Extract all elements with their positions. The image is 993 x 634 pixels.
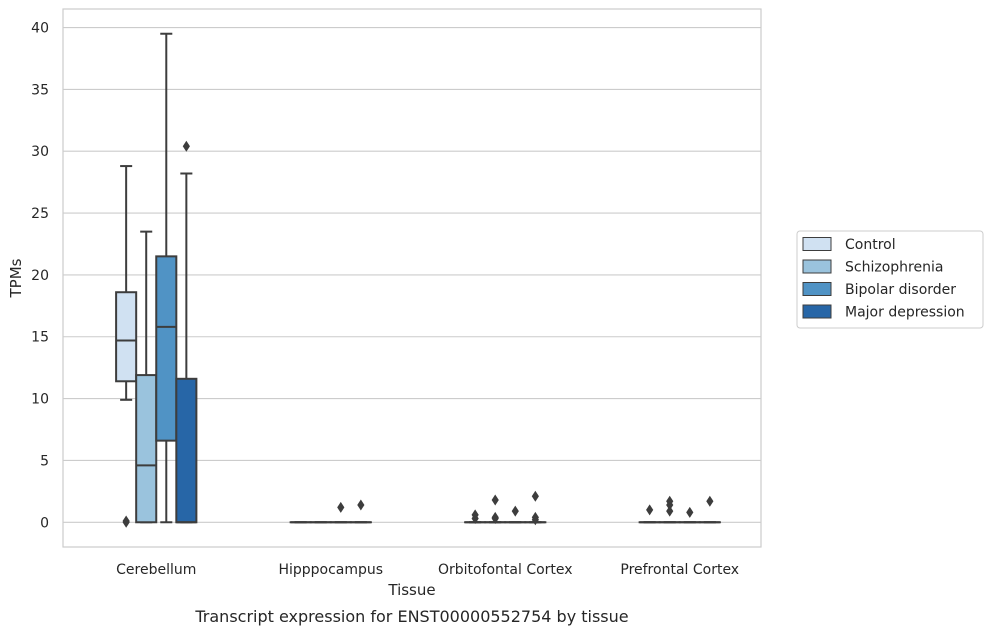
box-body [135,374,158,524]
legend-swatch [802,282,832,296]
legend-label: Schizophrenia [845,260,943,276]
x-tick-labels: Cerebellum Hipppocampus Orbitofontal Corte… [116,562,739,578]
x-tick-label: Orbitofontal Cortex [438,562,573,578]
legend-label: Bipolar disorder [845,282,956,298]
y-tick-label: 15 [31,330,49,346]
outlier-point [357,499,365,511]
box-body [175,377,198,524]
boxes [115,32,721,528]
box-2-1 [484,494,507,525]
box-2-0 [464,509,487,525]
outlier-point [122,515,130,527]
legend-swatch [802,304,832,319]
box-0-1 [135,230,158,524]
legend-label: Control [845,237,896,253]
legend-swatch [802,259,832,274]
box-2-3 [524,490,547,526]
box-0-0 [115,165,138,528]
y-axis-label: TPMs [7,258,25,298]
y-tick-label: 0 [40,515,49,531]
legend-label: Major depression [845,305,965,321]
outlier-point [686,506,694,518]
y-tick-labels: 0 5 10 15 20 25 30 35 40 [31,21,49,532]
y-tick-label: 10 [31,392,49,408]
box-3-1 [658,495,681,524]
outlier-point [666,505,674,517]
x-tick-label: Hipppocampus [278,562,383,578]
x-tick-label: Prefrontal Cortex [620,562,739,578]
plot-frame [62,8,762,548]
outlier-point [491,494,499,506]
box-1-2 [329,501,352,524]
y-tick-label: 20 [31,268,49,284]
box-1-3 [349,499,372,524]
y-tick-label: 30 [31,144,49,160]
box-2-2 [504,505,527,524]
outlier-point [491,513,499,525]
box-body [115,291,138,383]
outlier-point [182,140,190,152]
outlier-point [511,505,519,517]
outlier-point [531,490,539,502]
outlier-point [337,501,345,513]
y-tick-label: 40 [31,21,49,37]
box-3-2 [678,506,701,524]
outlier-point [646,504,654,516]
box-3-3 [698,495,721,524]
outlier-point [471,513,479,525]
box-0-2 [155,32,178,524]
y-tick-label: 25 [31,206,49,222]
outlier-point [531,514,539,526]
x-tick-label: Cerebellum [116,562,196,578]
y-tick-label: 35 [31,82,49,98]
outlier-point [706,495,714,507]
x-axis-label: Tissue [387,581,435,599]
y-tick-label: 5 [40,453,49,469]
box-body [155,255,178,442]
legend: Control Schizophrenia Bipolar disorder Majo… [796,230,984,329]
outlier-point [666,499,674,511]
legend-items: Control Schizophrenia Bipolar disorder Majo… [802,237,965,321]
chart-caption: Transcript expression for ENST0000055275… [194,607,628,626]
legend-frame [796,230,984,329]
legend-swatch [802,237,832,251]
box-3-0 [638,504,661,524]
box-0-3 [175,140,198,524]
